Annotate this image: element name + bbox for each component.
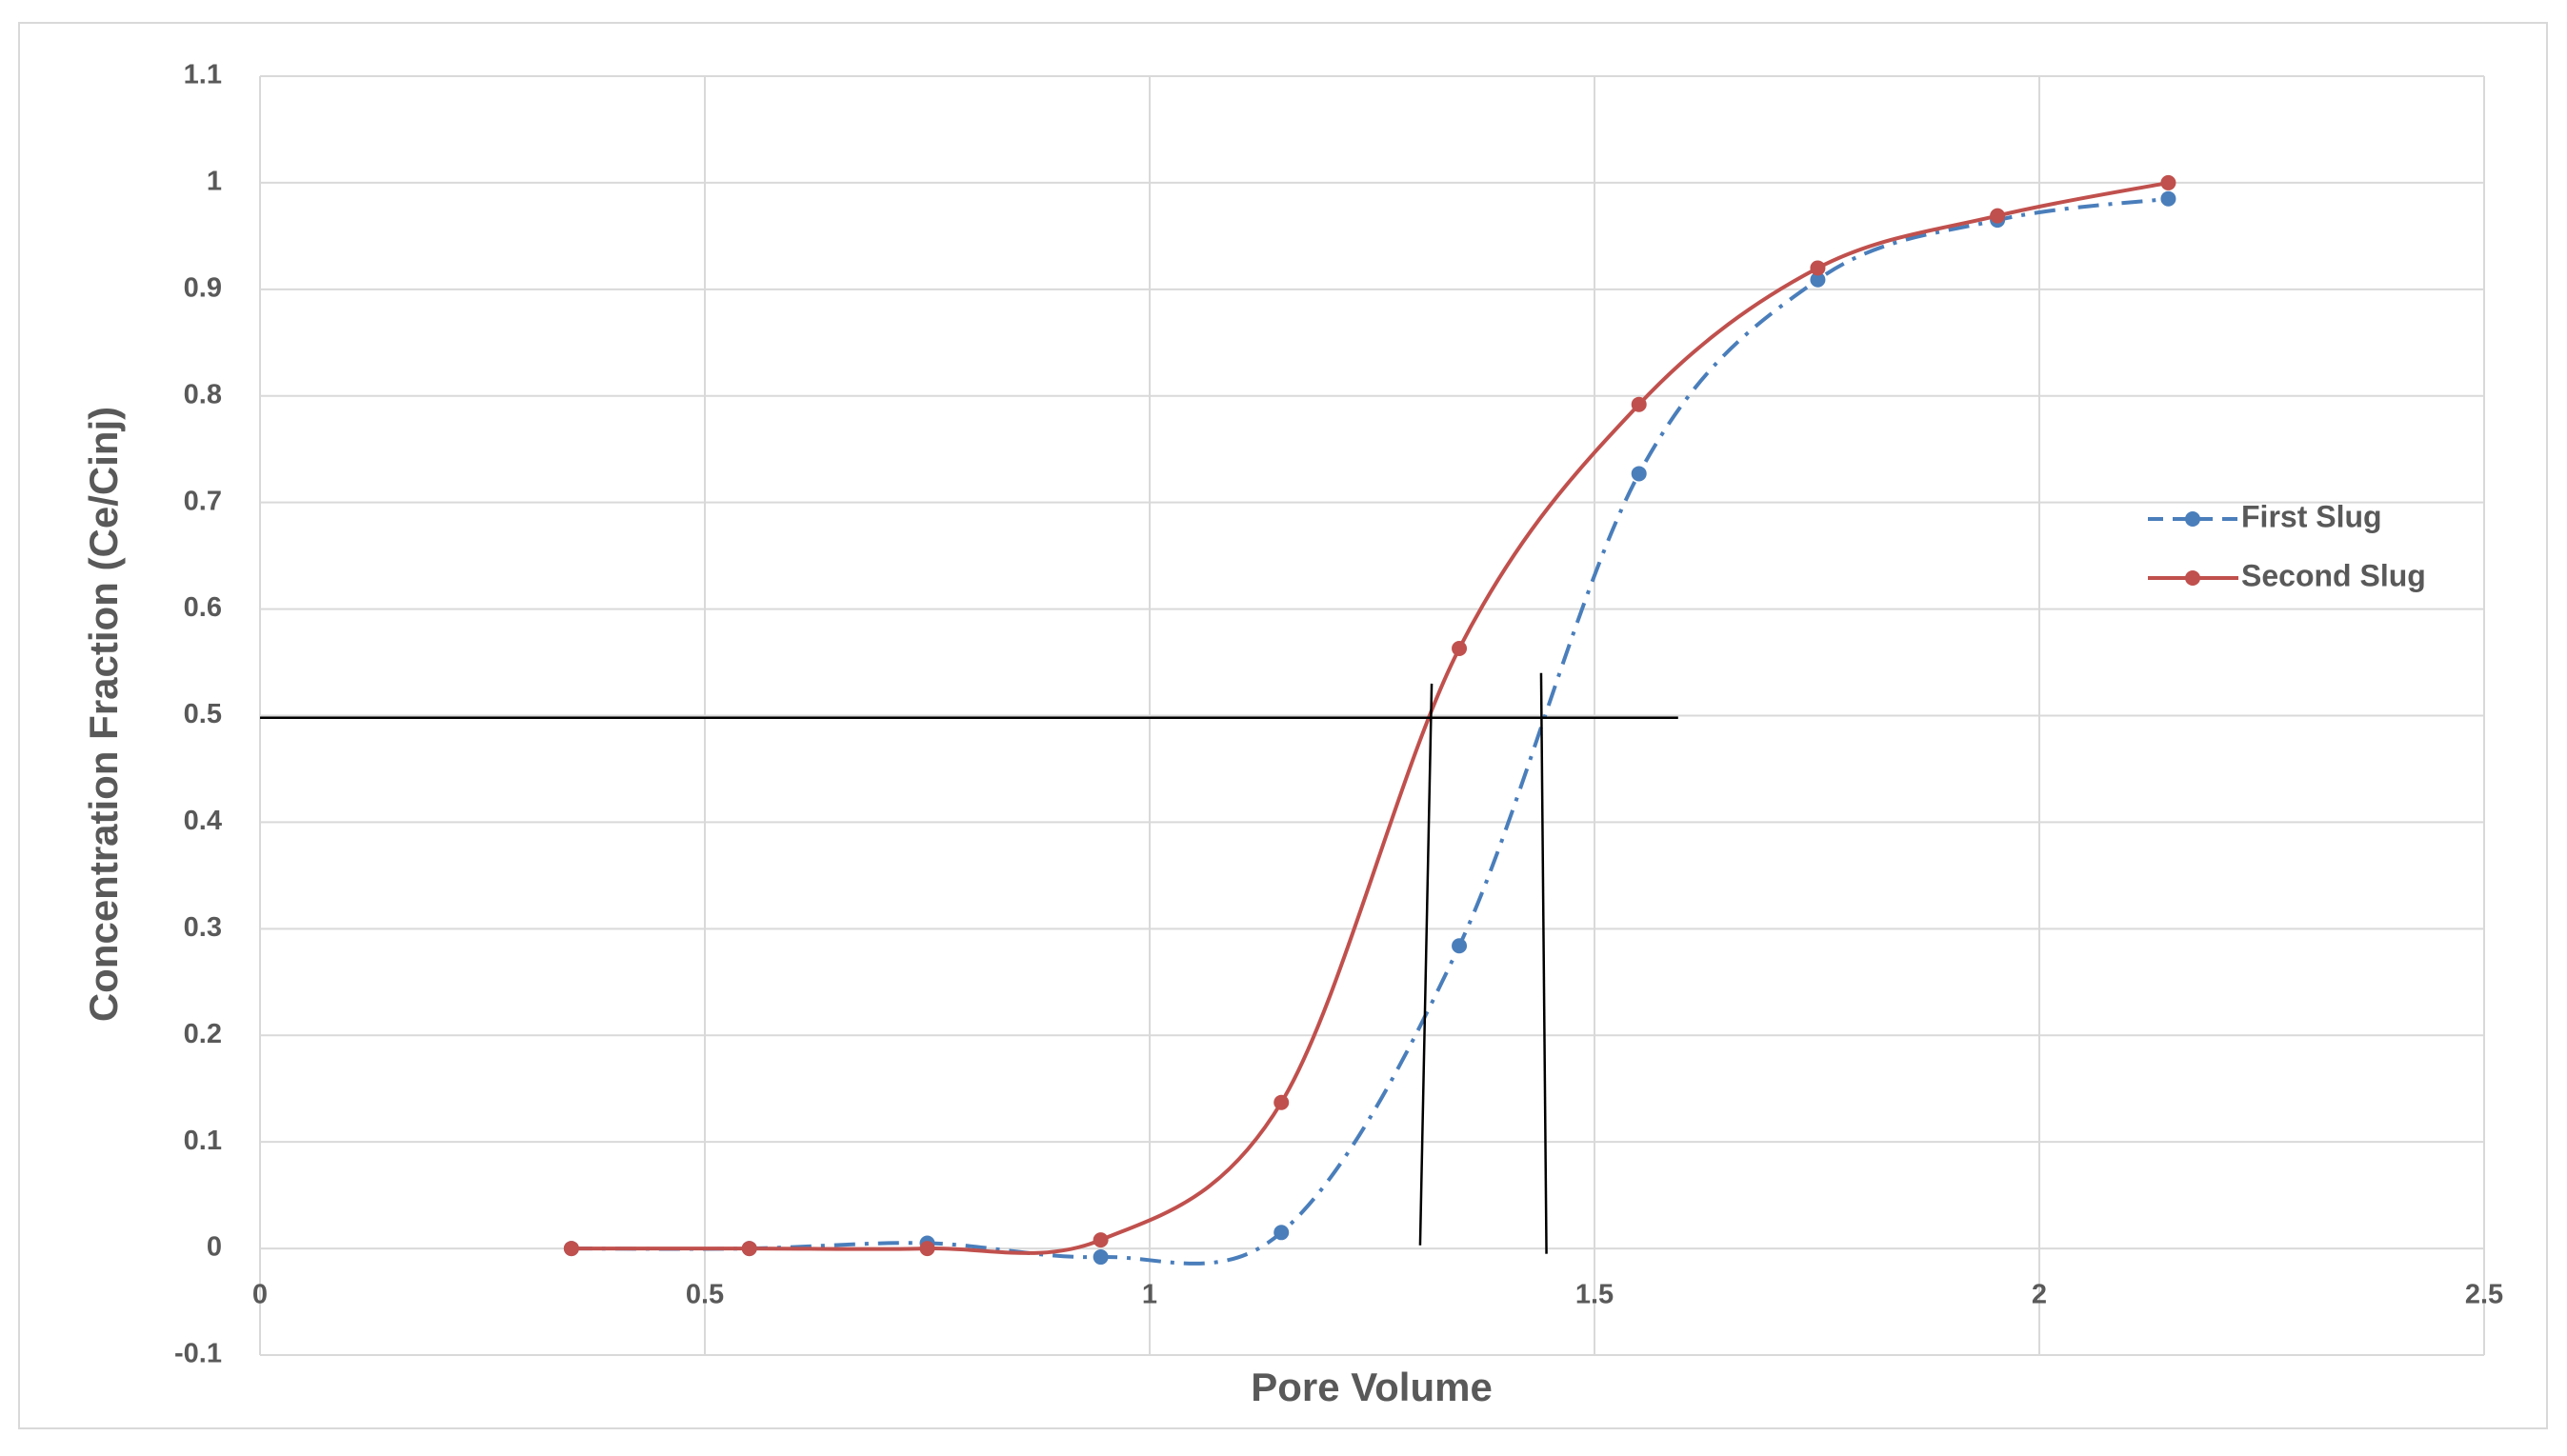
y-tick-label: 0.7 [184, 486, 222, 516]
data-point [1452, 938, 1468, 954]
data-point [2160, 190, 2176, 207]
x-tick-label: 1.5 [1575, 1280, 1614, 1310]
y-tick-label: 0.3 [184, 912, 222, 943]
legend-label: First Slug [2241, 499, 2382, 533]
x-axis-title: Pore Volume [1251, 1365, 1493, 1409]
x-tick-label: 2 [2032, 1280, 2047, 1310]
plot [260, 174, 2176, 1266]
y-tick-label: 0.9 [184, 272, 222, 303]
series-line [571, 196, 2169, 1266]
reference-line [1539, 672, 1548, 1254]
y-tick-label: 0 [207, 1232, 222, 1263]
data-point [919, 1241, 935, 1257]
y-tick-label: 1.1 [184, 60, 222, 90]
y-tick-label: 0.1 [184, 1126, 222, 1156]
data-point [1273, 1225, 1290, 1241]
y-axis-title: Concentration Fraction (Ce/Cinj) [81, 407, 126, 1022]
data-point [741, 1241, 757, 1257]
y-tick-label: 1 [207, 167, 222, 197]
y-tick-label: 0.4 [184, 806, 222, 836]
y-tick-label: 0.2 [184, 1019, 222, 1049]
data-point [563, 1241, 579, 1257]
x-tick-label: 1 [1142, 1280, 1157, 1310]
series-line [571, 180, 2169, 1255]
y-tick-label: 0.6 [184, 592, 222, 623]
data-point [1273, 1094, 1290, 1110]
x-tick-label: 0.5 [686, 1280, 724, 1310]
data-point [1810, 271, 1826, 288]
grid: -0.1 0 0.1 0.2 0.3 0.4 0.5 0.6 0.7 0.8 0.9 1 1.1 0 0.5… [174, 60, 2503, 1369]
reference-line [1418, 683, 1434, 1246]
data-point [1093, 1249, 1109, 1266]
data-point [1631, 466, 1647, 482]
y-tick-label: 0.5 [184, 699, 222, 729]
y-tick-label: -0.1 [174, 1339, 222, 1369]
legend-marker [2185, 570, 2200, 586]
legend-marker [2185, 511, 2200, 527]
data-point [1093, 1232, 1109, 1248]
data-point [2160, 174, 2176, 190]
data-point [1452, 640, 1468, 656]
x-tick-label: 0 [252, 1280, 268, 1310]
chart-border [18, 22, 2548, 1429]
data-point [1631, 396, 1647, 412]
legend-label: Second Slug [2241, 558, 2426, 592]
y-tick-label: 0.8 [184, 379, 222, 409]
data-point [1810, 260, 1826, 276]
data-point [1990, 208, 2006, 224]
x-tick-label: 2.5 [2465, 1280, 2503, 1310]
legend: First Slug Second Slug [2148, 499, 2426, 592]
